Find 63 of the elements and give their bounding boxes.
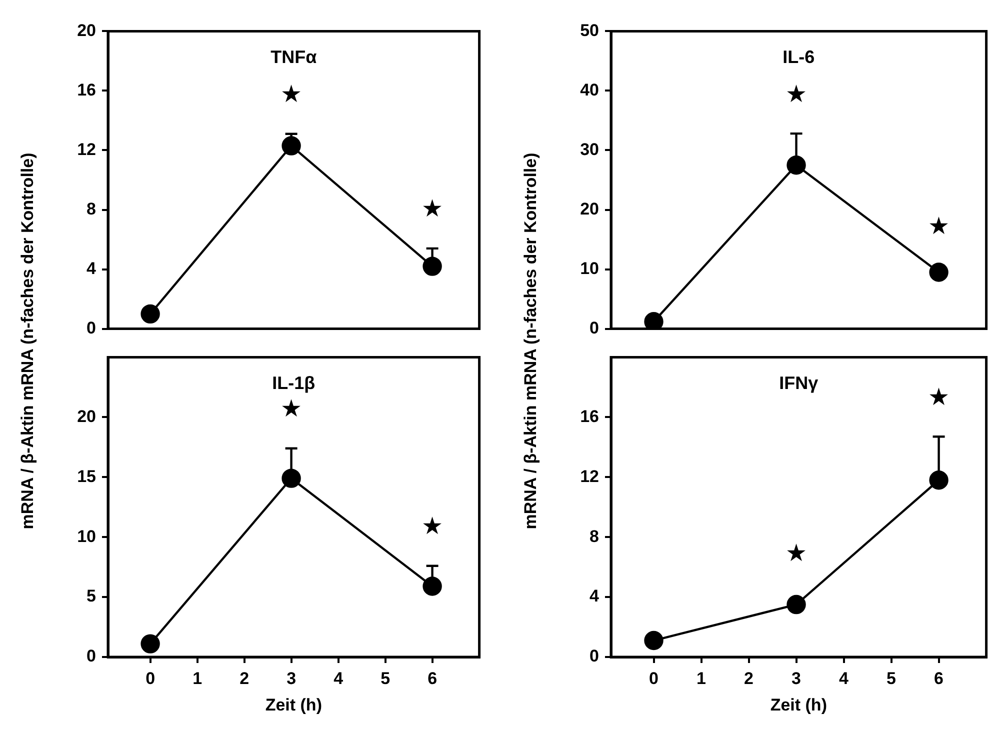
x-tick-label: 2 xyxy=(744,668,754,688)
annotation: ★ xyxy=(280,80,302,108)
point xyxy=(282,468,301,488)
point xyxy=(929,470,948,490)
x-tick-label: 2 xyxy=(240,668,250,688)
x-tick-label: 3 xyxy=(286,668,296,688)
x-tick-label: 1 xyxy=(192,668,202,688)
y-tick-label: 20 xyxy=(580,199,599,218)
x-axis-title: Zeit (h) xyxy=(770,695,827,714)
y-axis-title: mRNA / β-Aktin mRNA (n-faches der Kontrolle) xyxy=(521,152,541,530)
x-tick-label: 6 xyxy=(428,668,438,688)
y-axis-title: mRNA / β-Aktin mRNA (n-faches der Kontrolle) xyxy=(18,152,38,530)
y-tick-label: 40 xyxy=(580,80,599,100)
x-tick-label: 6 xyxy=(934,668,944,688)
y-tick-label: 8 xyxy=(86,199,96,218)
y-tick-label: 4 xyxy=(590,586,600,606)
y-tick-label: 50 xyxy=(580,20,599,40)
text: TNFα xyxy=(270,47,317,68)
y-tick-label: 0 xyxy=(590,318,599,338)
annotation: ★ xyxy=(928,382,950,411)
point xyxy=(422,256,442,276)
y-tick-label: 12 xyxy=(580,466,599,486)
point xyxy=(140,634,160,654)
x-tick-label: 4 xyxy=(334,668,344,688)
x-tick-label: 5 xyxy=(380,668,390,688)
point xyxy=(140,304,160,324)
point xyxy=(282,136,301,156)
y-tick-label: 10 xyxy=(580,258,599,278)
y-tick-label: 0 xyxy=(590,646,599,666)
point xyxy=(644,312,664,329)
y-tick-label: 16 xyxy=(77,80,96,100)
annotation: ★ xyxy=(928,212,950,240)
y-tick-label: 10 xyxy=(77,526,96,546)
x-tick-label: 0 xyxy=(649,668,658,688)
y-tick-label: 20 xyxy=(77,406,96,426)
text: IFNγ xyxy=(779,373,818,394)
x-tick-label: 5 xyxy=(886,668,896,688)
text: IL-6 xyxy=(782,47,815,68)
y-tick-label: 4 xyxy=(86,258,97,278)
y-tick-label: 0 xyxy=(86,318,96,338)
y-tick-label: 8 xyxy=(590,526,599,546)
y-tick-label: 30 xyxy=(580,140,599,159)
annotation: ★ xyxy=(786,538,808,567)
y-tick-label: 12 xyxy=(77,140,96,159)
annotation: ★ xyxy=(422,512,444,540)
point xyxy=(786,156,806,175)
x-tick-label: 1 xyxy=(696,668,706,688)
annotation: ★ xyxy=(280,394,302,423)
x-tick-label: 4 xyxy=(839,668,850,688)
y-tick-label: 20 xyxy=(77,20,96,40)
annotation: ★ xyxy=(786,80,808,108)
point xyxy=(422,576,442,596)
x-tick-label: 3 xyxy=(792,668,802,688)
y-tick-label: 0 xyxy=(86,646,96,666)
y-tick-label: 5 xyxy=(86,586,96,606)
y-tick-label: 15 xyxy=(77,466,96,486)
y-tick-label: 16 xyxy=(580,406,599,426)
annotation: ★ xyxy=(422,194,444,223)
x-axis-title: Zeit (h) xyxy=(265,695,322,714)
text: IL-1β xyxy=(272,373,316,394)
x-tick-label: 0 xyxy=(146,668,156,688)
point xyxy=(786,594,806,614)
point xyxy=(644,630,664,650)
